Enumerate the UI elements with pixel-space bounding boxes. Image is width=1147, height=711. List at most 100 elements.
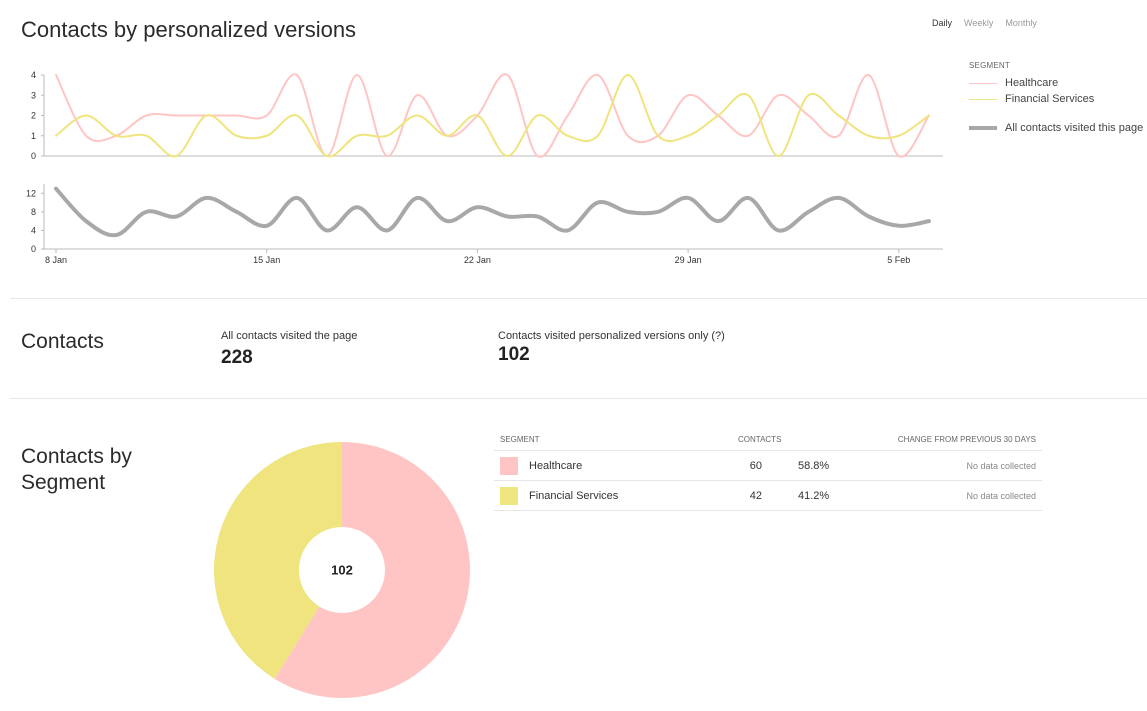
data-point[interactable]: [627, 74, 629, 76]
data-point[interactable]: [326, 229, 328, 231]
data-point[interactable]: [807, 114, 809, 116]
legend-item-healthcare[interactable]: Healthcare: [969, 77, 1143, 89]
data-point[interactable]: [837, 197, 839, 199]
data-point[interactable]: [898, 225, 900, 227]
data-point[interactable]: [536, 155, 538, 157]
data-point[interactable]: [235, 211, 237, 213]
data-point[interactable]: [55, 135, 57, 137]
data-point[interactable]: [928, 220, 930, 222]
data-point[interactable]: [506, 155, 508, 157]
data-point[interactable]: [717, 114, 719, 116]
data-point[interactable]: [837, 114, 839, 116]
data-point[interactable]: [416, 197, 418, 199]
data-point[interactable]: [476, 206, 478, 208]
data-point[interactable]: [747, 197, 749, 199]
series-line[interactable]: [54, 186, 931, 238]
data-point[interactable]: [175, 155, 177, 157]
data-point[interactable]: [235, 135, 237, 137]
data-point[interactable]: [145, 114, 147, 116]
data-point[interactable]: [837, 135, 839, 137]
data-point[interactable]: [175, 114, 177, 116]
data-point[interactable]: [747, 135, 749, 137]
data-point[interactable]: [928, 114, 930, 116]
period-monthly-button[interactable]: Monthly: [1005, 18, 1037, 28]
data-point[interactable]: [506, 215, 508, 217]
data-point[interactable]: [868, 215, 870, 217]
data-point[interactable]: [567, 135, 569, 137]
data-point[interactable]: [356, 135, 358, 137]
data-point[interactable]: [115, 234, 117, 236]
data-point[interactable]: [476, 114, 478, 116]
data-point[interactable]: [567, 229, 569, 231]
column-header-segment[interactable]: SEGMENT: [494, 432, 738, 451]
data-point[interactable]: [235, 114, 237, 116]
data-point[interactable]: [536, 114, 538, 116]
pie-slice[interactable]: [213, 442, 342, 679]
data-point[interactable]: [296, 114, 298, 116]
row-segment-name: Healthcare: [529, 459, 583, 472]
data-point[interactable]: [627, 135, 629, 137]
data-point[interactable]: [898, 135, 900, 137]
data-point[interactable]: [747, 94, 749, 96]
data-point[interactable]: [85, 220, 87, 222]
data-point[interactable]: [717, 220, 719, 222]
data-point[interactable]: [597, 74, 599, 76]
data-point[interactable]: [85, 114, 87, 116]
data-point[interactable]: [205, 114, 207, 116]
data-point[interactable]: [807, 211, 809, 213]
data-point[interactable]: [687, 135, 689, 137]
data-point[interactable]: [777, 229, 779, 231]
data-point[interactable]: [807, 94, 809, 96]
data-point[interactable]: [868, 135, 870, 137]
data-point[interactable]: [85, 135, 87, 137]
data-point[interactable]: [55, 187, 57, 189]
table-row[interactable]: Healthcare 60 58.8% No data collected: [494, 450, 1042, 481]
personalized-contacts-label[interactable]: Contacts visited personalized versions o…: [498, 330, 725, 342]
series-line[interactable]: [55, 74, 930, 158]
data-point[interactable]: [567, 114, 569, 116]
data-point[interactable]: [296, 197, 298, 199]
legend-label-healthcare: Healthcare: [1005, 77, 1059, 89]
data-point[interactable]: [296, 74, 298, 76]
data-point[interactable]: [266, 135, 268, 137]
data-point[interactable]: [446, 220, 448, 222]
data-point[interactable]: [326, 155, 328, 157]
data-point[interactable]: [266, 114, 268, 116]
data-point[interactable]: [416, 94, 418, 96]
data-point[interactable]: [145, 211, 147, 213]
data-point[interactable]: [386, 135, 388, 137]
data-point[interactable]: [115, 135, 117, 137]
legend-item-financial[interactable]: Financial Services: [969, 93, 1143, 105]
legend-item-all-contacts[interactable]: All contacts visited this page: [969, 122, 1143, 134]
data-point[interactable]: [446, 135, 448, 137]
data-point[interactable]: [205, 197, 207, 199]
table-row[interactable]: Financial Services 42 41.2% No data coll…: [494, 480, 1042, 511]
data-point[interactable]: [55, 74, 57, 76]
data-point[interactable]: [657, 211, 659, 213]
data-point[interactable]: [356, 206, 358, 208]
data-point[interactable]: [777, 155, 779, 157]
data-point[interactable]: [356, 74, 358, 76]
data-point[interactable]: [597, 201, 599, 203]
data-point[interactable]: [175, 215, 177, 217]
data-point[interactable]: [777, 94, 779, 96]
data-point[interactable]: [627, 211, 629, 213]
data-point[interactable]: [416, 114, 418, 116]
column-header-change[interactable]: CHANGE FROM PREVIOUS 30 DAYS: [858, 432, 1042, 451]
data-point[interactable]: [506, 74, 508, 76]
data-point[interactable]: [687, 94, 689, 96]
data-point[interactable]: [386, 229, 388, 231]
data-point[interactable]: [898, 155, 900, 157]
data-point[interactable]: [266, 225, 268, 227]
data-point[interactable]: [145, 135, 147, 137]
period-weekly-button[interactable]: Weekly: [964, 18, 994, 28]
segment-section-title: Contacts by Segment: [21, 445, 132, 494]
period-daily-button[interactable]: Daily: [932, 18, 953, 28]
data-point[interactable]: [386, 155, 388, 157]
data-point[interactable]: [687, 197, 689, 199]
data-point[interactable]: [536, 215, 538, 217]
column-header-contacts[interactable]: CONTACTS: [738, 432, 798, 451]
data-point[interactable]: [868, 74, 870, 76]
data-point[interactable]: [597, 135, 599, 137]
data-point[interactable]: [657, 135, 659, 137]
